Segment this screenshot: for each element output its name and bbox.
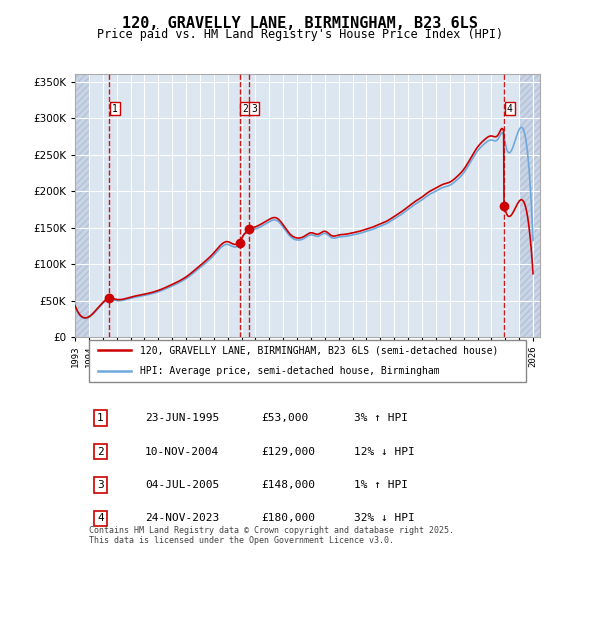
Text: Contains HM Land Registry data © Crown copyright and database right 2025.
This d: Contains HM Land Registry data © Crown c… [89, 526, 454, 545]
Text: £53,000: £53,000 [261, 413, 308, 423]
Text: 4: 4 [97, 513, 104, 523]
Text: 3: 3 [251, 104, 257, 113]
Text: Price paid vs. HM Land Registry's House Price Index (HPI): Price paid vs. HM Land Registry's House … [97, 28, 503, 41]
Text: 1: 1 [112, 104, 118, 113]
FancyBboxPatch shape [89, 340, 526, 383]
Text: 3% ↑ HPI: 3% ↑ HPI [354, 413, 408, 423]
Text: 4: 4 [506, 104, 512, 113]
Text: HPI: Average price, semi-detached house, Birmingham: HPI: Average price, semi-detached house,… [140, 366, 440, 376]
Bar [75, 74, 89, 337]
Bar [519, 74, 540, 337]
Bar [519, 74, 540, 337]
Text: 10-NOV-2004: 10-NOV-2004 [145, 446, 219, 456]
Text: 2: 2 [97, 446, 104, 456]
Text: £180,000: £180,000 [261, 513, 315, 523]
Text: 04-JUL-2005: 04-JUL-2005 [145, 480, 219, 490]
Text: 120, GRAVELLY LANE, BIRMINGHAM, B23 6LS (semi-detached house): 120, GRAVELLY LANE, BIRMINGHAM, B23 6LS … [140, 345, 499, 355]
Text: 1% ↑ HPI: 1% ↑ HPI [354, 480, 408, 490]
Text: 1: 1 [97, 413, 104, 423]
Text: 12% ↓ HPI: 12% ↓ HPI [354, 446, 415, 456]
Text: £129,000: £129,000 [261, 446, 315, 456]
Text: 24-NOV-2023: 24-NOV-2023 [145, 513, 219, 523]
Text: 2: 2 [242, 104, 248, 113]
Text: 3: 3 [97, 480, 104, 490]
Text: 23-JUN-1995: 23-JUN-1995 [145, 413, 219, 423]
Bar [75, 74, 89, 337]
Text: 120, GRAVELLY LANE, BIRMINGHAM, B23 6LS: 120, GRAVELLY LANE, BIRMINGHAM, B23 6LS [122, 16, 478, 30]
Text: 32% ↓ HPI: 32% ↓ HPI [354, 513, 415, 523]
Text: £148,000: £148,000 [261, 480, 315, 490]
